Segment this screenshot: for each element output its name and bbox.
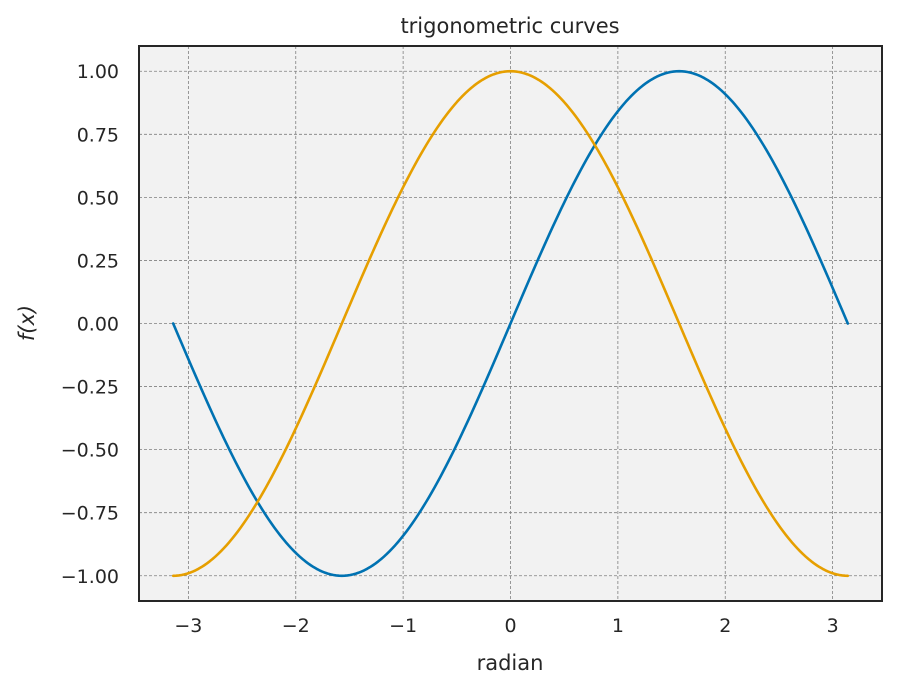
x-tick-label: −2 (282, 615, 310, 637)
x-tick-label: 1 (612, 615, 624, 637)
y-tick-label: −0.50 (61, 440, 119, 462)
y-tick-label: 0.25 (77, 250, 119, 272)
x-axis: −3 −2 −1 0 1 2 3 (174, 615, 838, 637)
y-axis: 1.00 0.75 0.50 0.25 0.00 −0.25 −0.50 −0.75 −1.00 (61, 61, 119, 588)
x-tick-label: 3 (827, 615, 839, 637)
y-tick-label: 0.00 (77, 314, 119, 336)
cos-line (171, 69, 850, 578)
y-tick-label: −1.00 (61, 566, 119, 588)
y-tick-label: −0.25 (61, 377, 119, 399)
y-tick-label: 0.75 (77, 124, 119, 146)
x-tick-label: 0 (504, 615, 516, 637)
series-layer (171, 69, 850, 578)
y-axis-label: f(x) (15, 305, 39, 341)
x-tick-label: −1 (389, 615, 417, 637)
y-tick-label: −0.75 (61, 503, 119, 525)
plot-frame (138, 45, 883, 602)
y-tick-label: 1.00 (77, 61, 119, 83)
y-tick-label: 0.50 (77, 187, 119, 209)
x-tick-label: −3 (174, 615, 202, 637)
x-tick-label: 2 (719, 615, 731, 637)
chart-title: trigonometric curves (400, 14, 619, 38)
sin-line (171, 69, 850, 578)
x-axis-label: radian (477, 651, 544, 675)
